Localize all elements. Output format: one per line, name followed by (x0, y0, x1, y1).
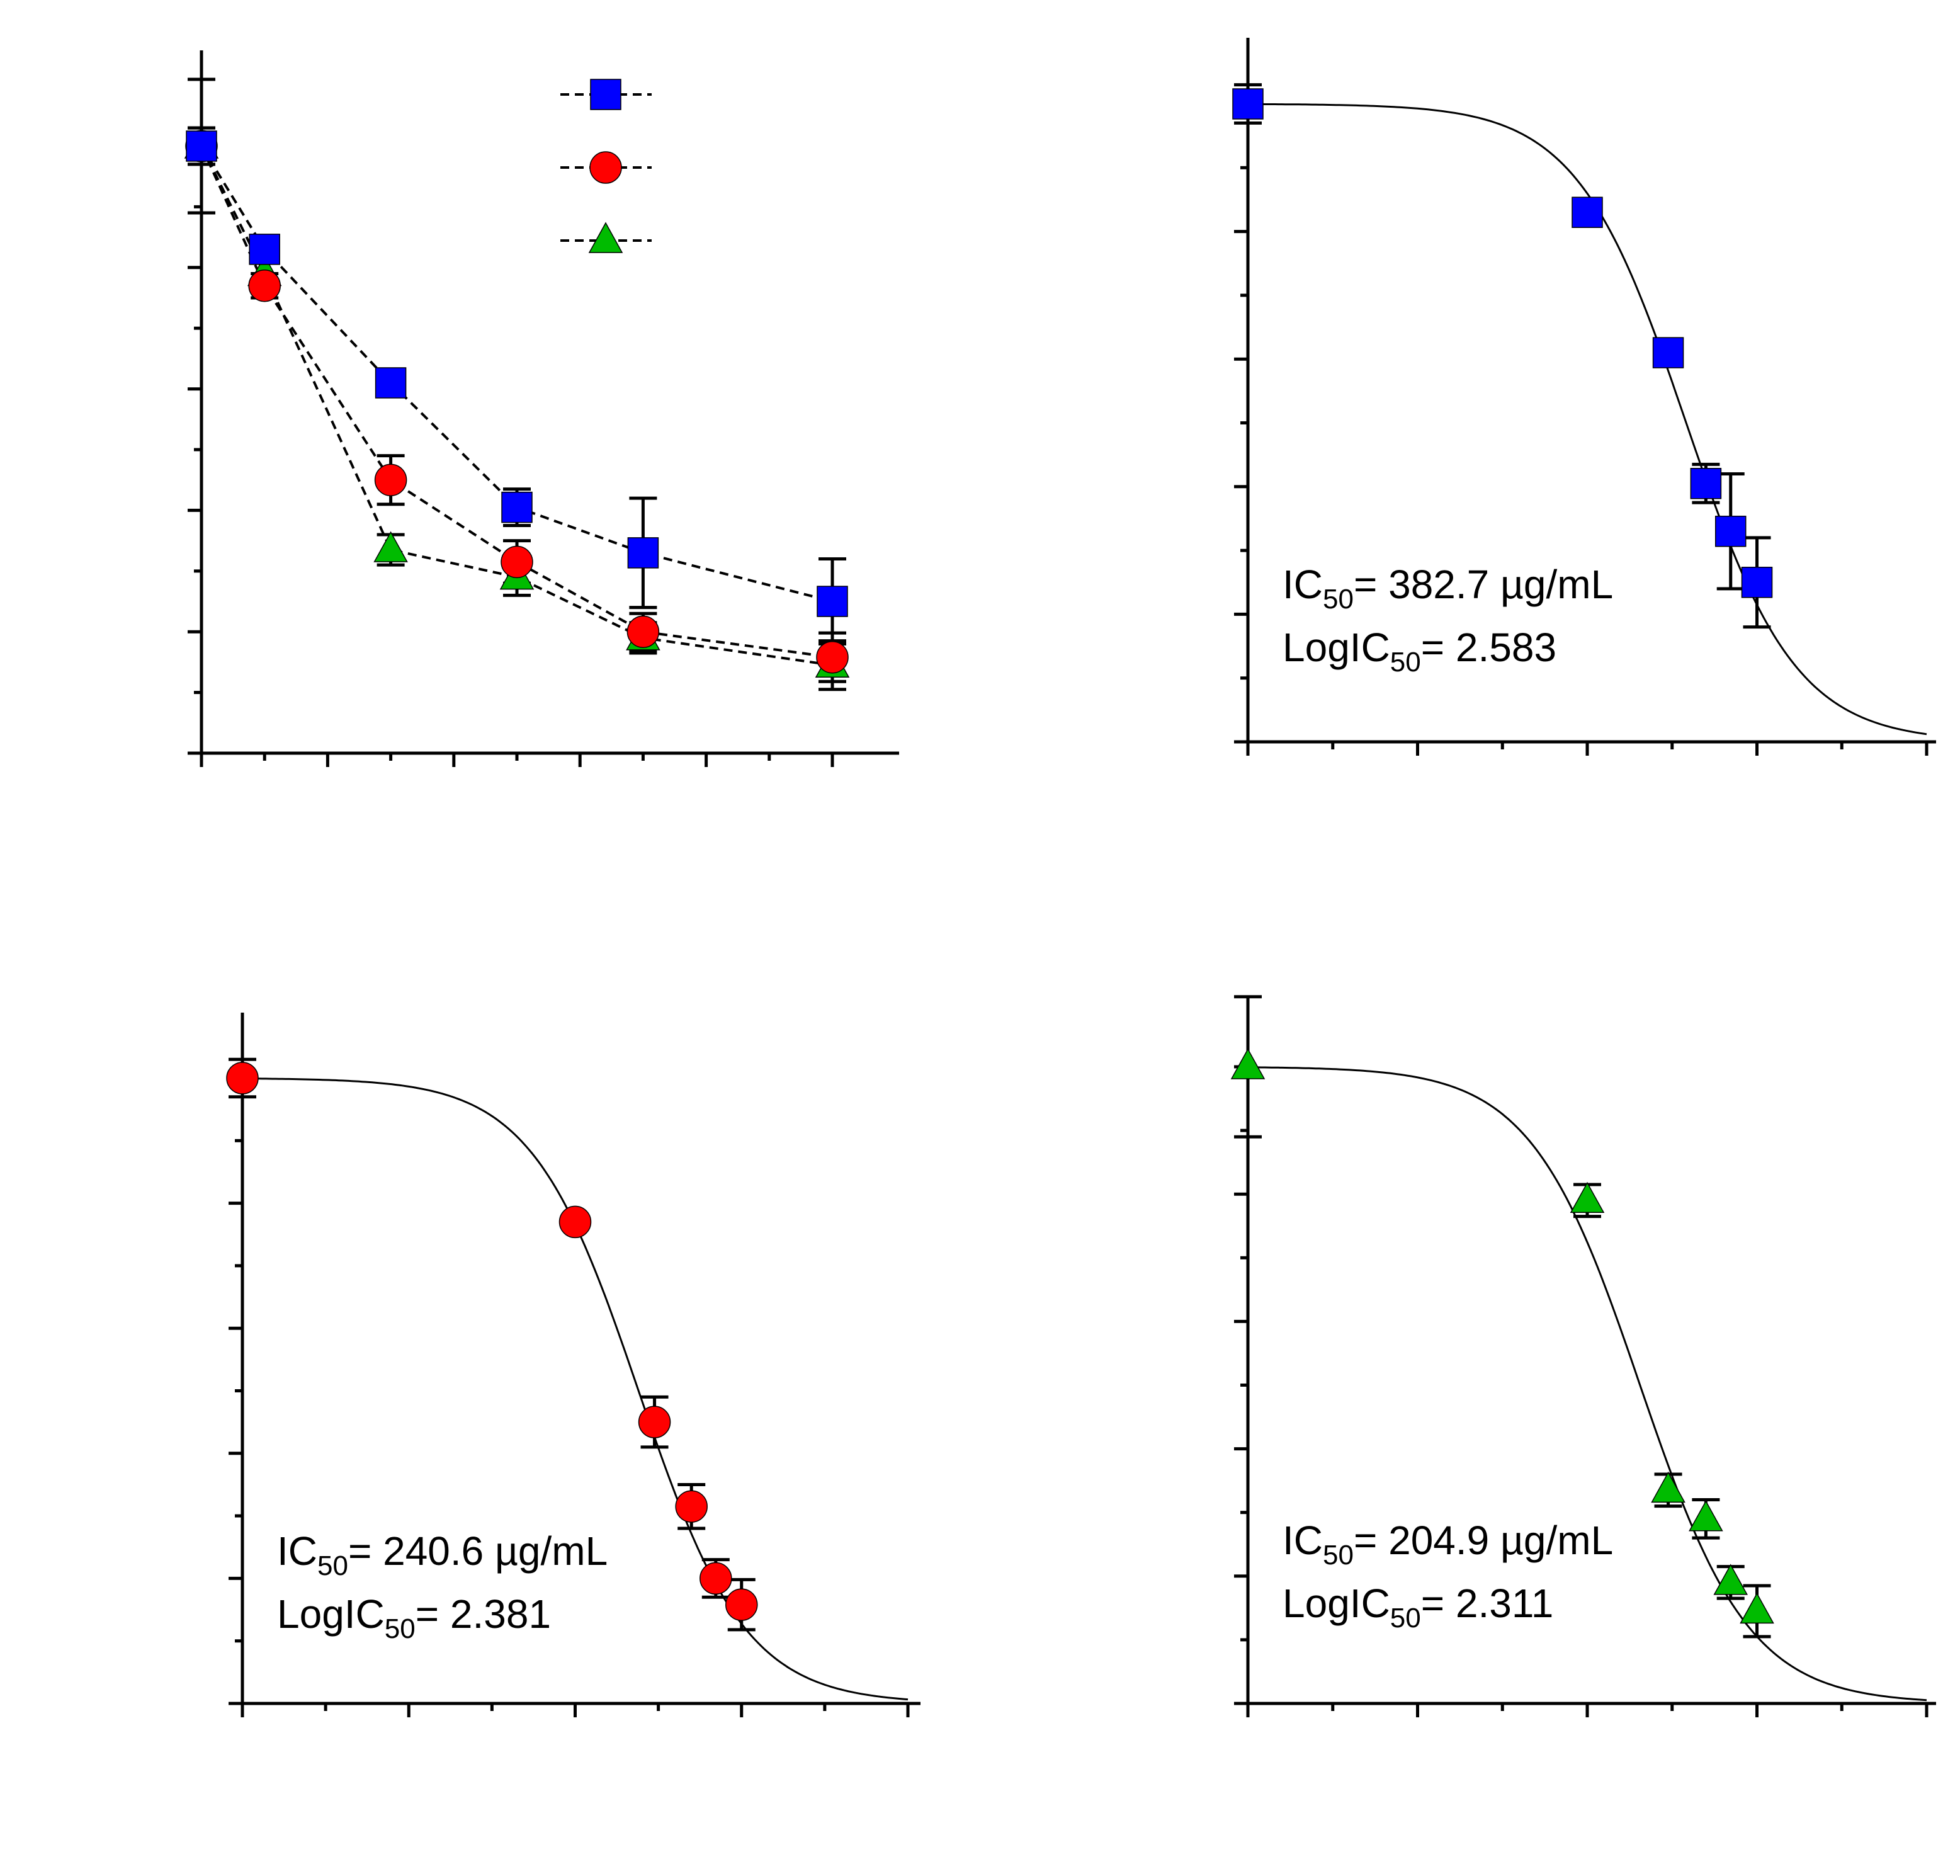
ic50-value: = 240.6 µg/mL (348, 1528, 608, 1574)
panel-a (184, 50, 899, 767)
data-point (675, 1490, 708, 1523)
ic50-annotation: IC50= 240.6 µg/mL (277, 1528, 608, 1581)
data-point (1740, 1592, 1774, 1624)
data-point (1652, 337, 1684, 368)
heo-point (627, 537, 659, 569)
panel-b: IC50= 382.7 µg/mL LogIC50= 2.583 (1232, 38, 1936, 756)
legend-marker (589, 151, 622, 184)
agm-point (373, 531, 408, 562)
panel-d: IC50= 204.9 µg/mL LogIC50= 2.311 (1230, 995, 1936, 1717)
ic50-annotation: IC50= 204.9 µg/mL (1283, 1518, 1613, 1571)
data-point (1230, 1048, 1266, 1079)
fgm-point (501, 545, 533, 579)
legend-marker (588, 222, 623, 253)
log-ic50-annotation: LogIC50= 2.311 (1283, 1581, 1553, 1634)
data-point (226, 1062, 259, 1094)
data-point (1690, 467, 1722, 499)
data-point (1713, 1564, 1748, 1595)
ic50-annotation: IC50= 382.7 µg/mL (1283, 562, 1613, 615)
panel-c: IC50= 240.6 µg/mL LogIC50= 2.381 (226, 1013, 921, 1717)
data-point (1714, 515, 1747, 547)
data-point (638, 1406, 671, 1438)
data-point (1572, 196, 1603, 228)
heo-point (186, 130, 217, 162)
heo-point (249, 234, 280, 265)
data-point (1651, 1471, 1685, 1503)
fit-curve (1247, 103, 1927, 736)
fgm-point (626, 615, 660, 648)
ic50-value: = 204.9 µg/mL (1354, 1518, 1613, 1563)
series-line-fgm (200, 145, 833, 659)
data-point (1232, 88, 1264, 120)
data-point (1689, 1500, 1723, 1532)
legend-marker (590, 79, 621, 110)
log-ic50-value: = 2.311 (1421, 1581, 1554, 1626)
log-ic50-annotation: LogIC50= 2.583 (1283, 625, 1556, 678)
fit-curve (1248, 1066, 1927, 1702)
heo-point (817, 586, 848, 617)
data-point (558, 1205, 592, 1239)
fgm-point (248, 269, 281, 302)
log-ic50-value: = 2.583 (1421, 625, 1556, 670)
data-point (1741, 567, 1773, 598)
data-point (1570, 1181, 1605, 1214)
heo-point (501, 491, 533, 523)
data-point (700, 1562, 732, 1595)
data-point (725, 1588, 758, 1621)
log-ic50-value: = 2.381 (416, 1591, 551, 1637)
heo-point (375, 367, 407, 399)
legend (560, 79, 652, 253)
fgm-point (374, 463, 407, 496)
ic50-value: = 382.7 µg/mL (1354, 562, 1613, 607)
series-line-heo (200, 145, 833, 603)
log-ic50-annotation: LogIC50= 2.381 (277, 1591, 551, 1644)
fgm-point (816, 640, 849, 674)
